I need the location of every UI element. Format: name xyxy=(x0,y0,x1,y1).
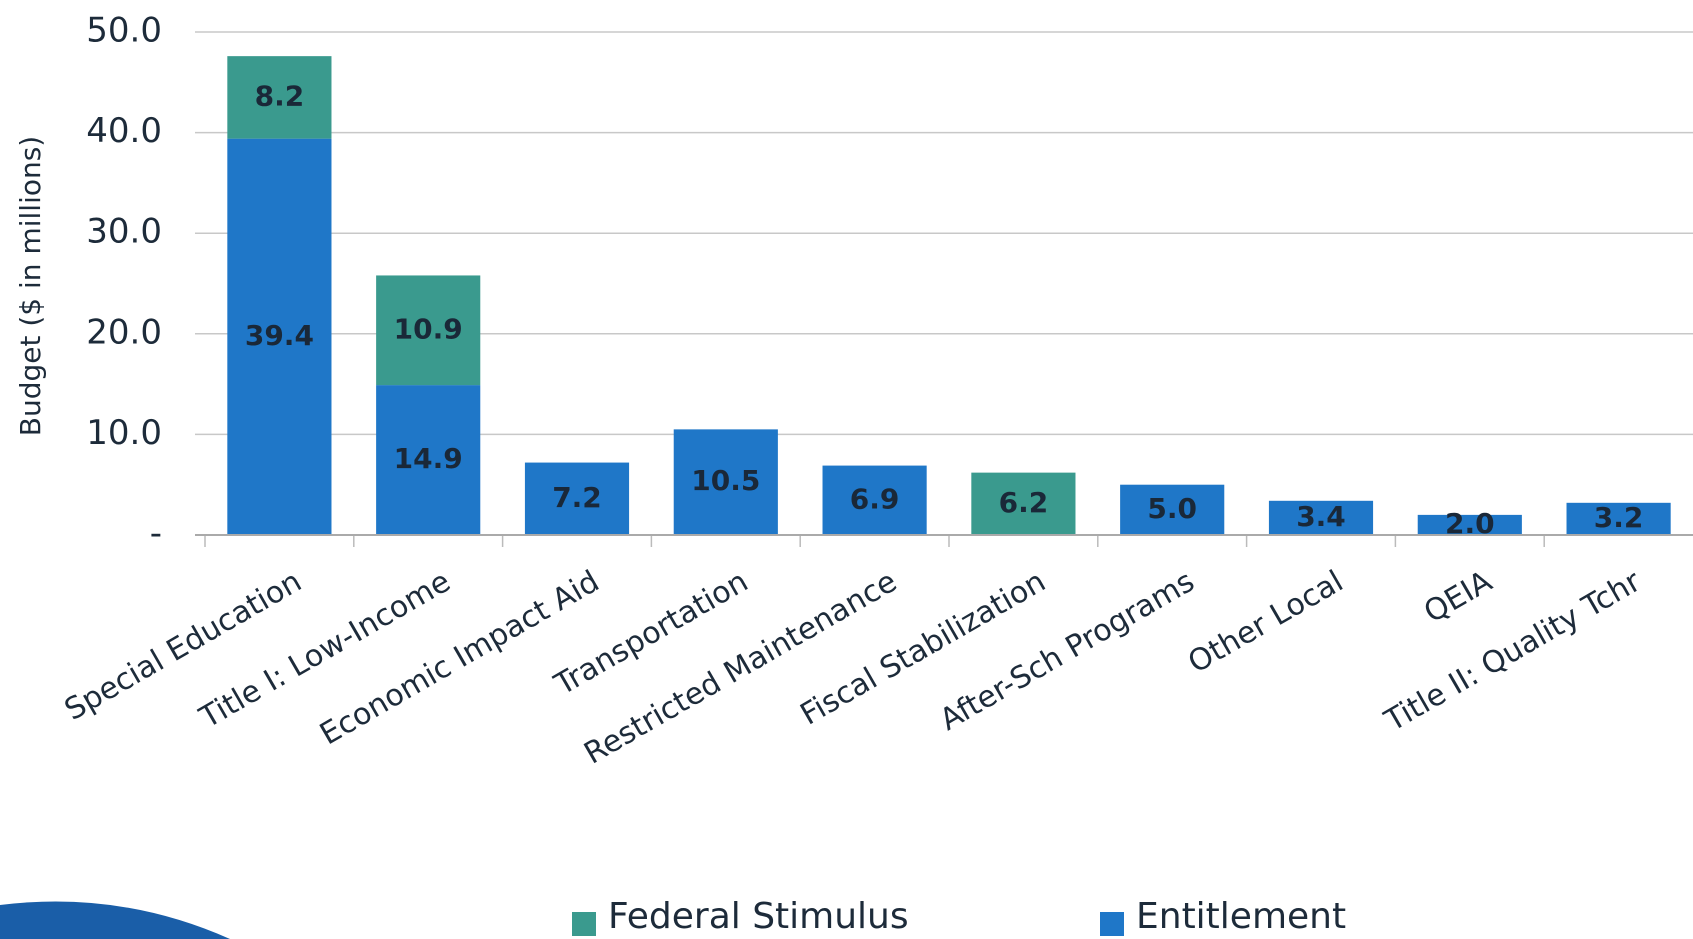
value-label: 39.4 xyxy=(245,319,314,352)
y-tick-label: 20.0 xyxy=(86,312,162,352)
x-tick-label: QEIA xyxy=(1418,564,1498,631)
x-tick-label: Special Education xyxy=(59,564,308,728)
value-label: 14.9 xyxy=(394,442,463,475)
bar-segment xyxy=(524,462,630,535)
y-tick-label: 10.0 xyxy=(86,413,162,453)
value-label: 6.9 xyxy=(850,482,900,515)
y-axis-title: Budget ($ in millions) xyxy=(14,136,47,436)
x-tick-label: Title I: Low-Income xyxy=(193,564,456,736)
value-label: 3.4 xyxy=(1296,500,1346,533)
x-tick-label: Economic Impact Aid xyxy=(314,564,605,752)
legend-swatch xyxy=(1100,912,1124,936)
bar-segment xyxy=(673,429,778,535)
y-tick-label: 50.0 xyxy=(86,11,162,51)
bar-segment xyxy=(822,465,927,535)
value-label: 10.9 xyxy=(394,312,463,345)
value-label: 3.2 xyxy=(1594,501,1644,534)
y-tick-label: 30.0 xyxy=(86,212,162,252)
value-label: 6.2 xyxy=(999,486,1049,519)
legend-swatch xyxy=(572,912,596,936)
value-label: 10.5 xyxy=(691,464,760,497)
bar-segment xyxy=(1120,484,1225,535)
bar-segment xyxy=(971,472,1076,535)
value-label: 8.2 xyxy=(255,79,305,112)
legend-label: Entitlement xyxy=(1136,896,1346,937)
bar-segment xyxy=(1417,514,1522,535)
decoration-swoosh xyxy=(0,901,230,939)
y-tick-label: - xyxy=(150,514,162,554)
legend-label: Federal Stimulus xyxy=(608,896,909,937)
bar-segment xyxy=(376,385,481,535)
bar-segment xyxy=(376,275,481,386)
bar-segment xyxy=(1268,500,1374,535)
bar-segment xyxy=(227,56,332,139)
value-label: 5.0 xyxy=(1147,492,1197,525)
x-tick-label: Title II: Quality Tchr xyxy=(1378,564,1647,740)
x-tick-label: Fiscal Stabilization xyxy=(795,564,1052,733)
x-tick-label: After-Sch Programs xyxy=(934,564,1200,738)
value-label: 7.2 xyxy=(552,481,602,514)
y-tick-label: 40.0 xyxy=(86,111,162,151)
bar-segment xyxy=(1566,502,1671,535)
bar-segment xyxy=(227,138,332,536)
x-tick-label: Other Local xyxy=(1182,564,1349,681)
